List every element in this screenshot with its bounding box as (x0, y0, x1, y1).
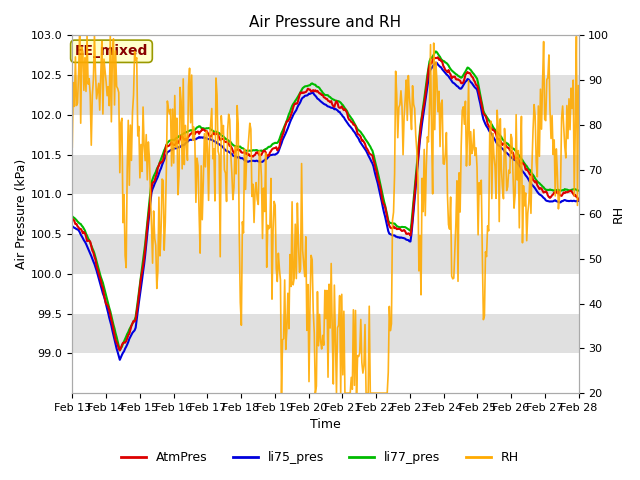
Bar (72, 274, 579, 313)
Text: EE_mixed: EE_mixed (75, 44, 148, 58)
Bar (72, 75, 579, 115)
Bar (72, 313, 579, 353)
Bar (72, 194, 579, 234)
Bar (72, 234, 579, 274)
Y-axis label: Air Pressure (kPa): Air Pressure (kPa) (15, 159, 28, 269)
Title: Air Pressure and RH: Air Pressure and RH (250, 15, 401, 30)
Bar (72, 115, 579, 155)
Legend: AtmPres, li75_pres, li77_pres, RH: AtmPres, li75_pres, li77_pres, RH (116, 446, 524, 469)
Y-axis label: RH: RH (612, 205, 625, 223)
X-axis label: Time: Time (310, 419, 340, 432)
Bar (72, 36, 579, 75)
Bar (72, 155, 579, 194)
